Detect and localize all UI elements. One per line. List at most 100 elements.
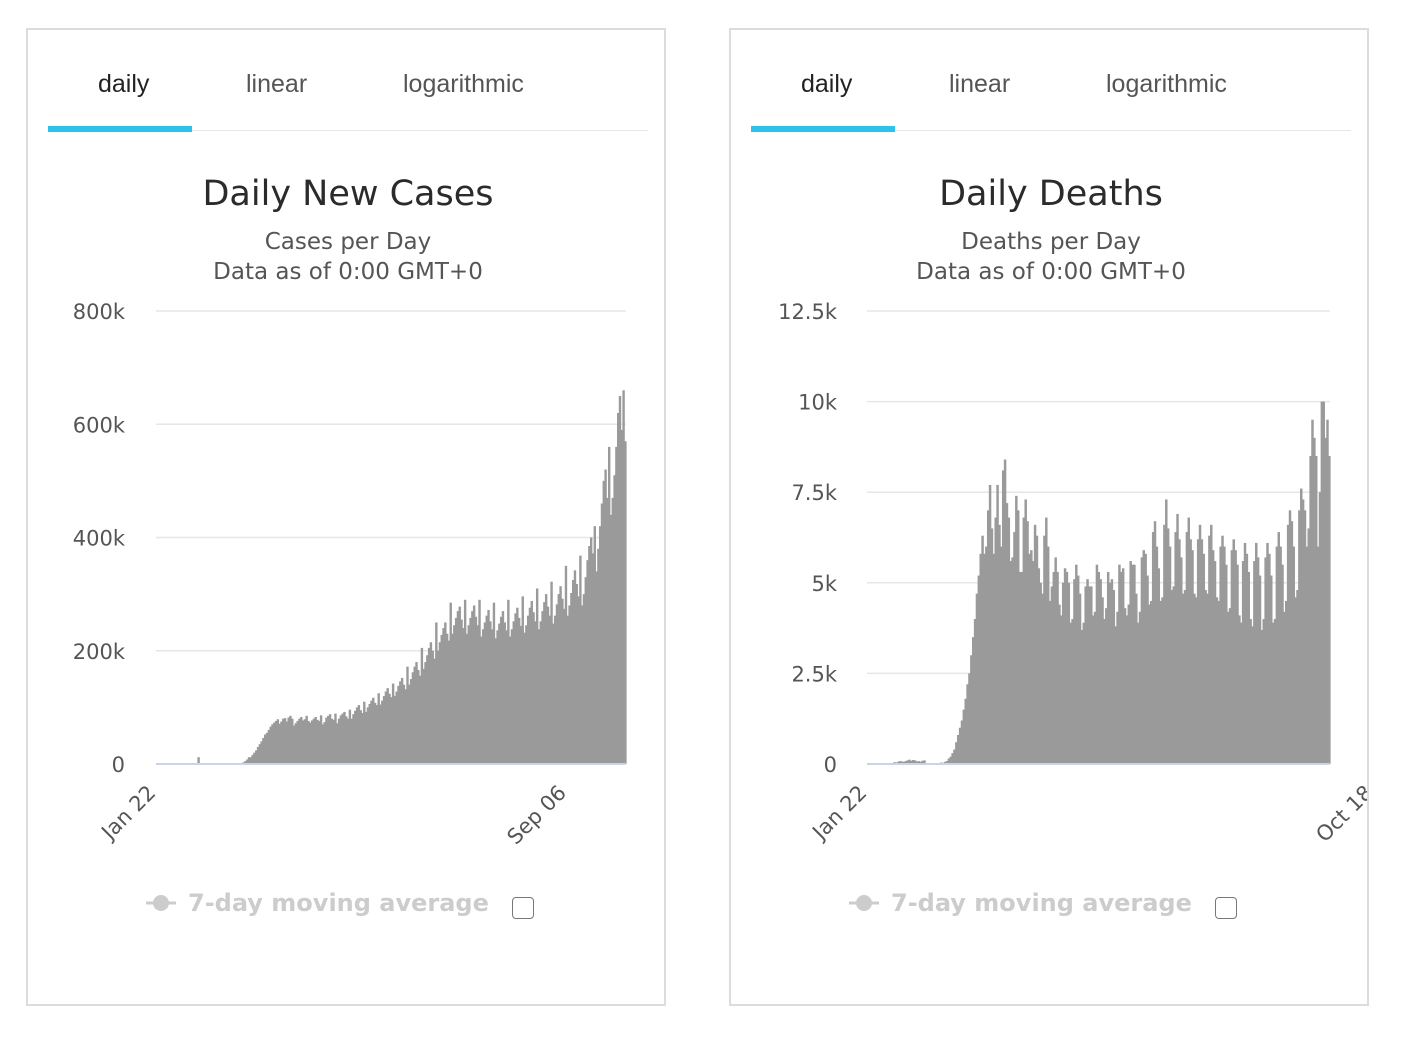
y-tick-label: 0: [112, 753, 125, 777]
bar: [580, 605, 584, 764]
bar: [1067, 582, 1071, 764]
bar: [375, 705, 379, 764]
bar: [564, 565, 568, 764]
bar: [346, 718, 350, 764]
bar: [951, 753, 954, 764]
bar: [595, 571, 598, 764]
bar: [953, 749, 956, 764]
bar: [451, 633, 454, 764]
bar: [598, 526, 602, 764]
bar: [992, 553, 996, 764]
tab-daily[interactable]: daily: [801, 70, 853, 98]
chart-subtitle: Cases per Day: [265, 229, 432, 255]
bar: [447, 640, 451, 764]
bar: [1320, 401, 1324, 764]
bar: [1084, 586, 1087, 764]
bar: [481, 629, 485, 764]
bar: [1181, 593, 1185, 764]
legend-item-moving-average[interactable]: 7-day moving average: [146, 889, 489, 917]
y-tick-label: 800k: [73, 300, 126, 324]
bar: [436, 650, 440, 764]
bar: [1003, 459, 1007, 764]
bar: [1136, 622, 1140, 764]
y-tick-label: 600k: [73, 413, 126, 437]
bar: [1172, 586, 1176, 764]
bar: [1091, 615, 1095, 764]
bar: [1236, 564, 1239, 764]
bar: [1140, 557, 1144, 764]
bar: [318, 720, 321, 764]
bar: [900, 761, 904, 764]
bar: [463, 599, 467, 764]
bar: [287, 717, 290, 764]
bar: [332, 719, 335, 764]
plot-area: 0 200k 400k 600k 800k Jan 22 Sep 06: [73, 300, 627, 849]
bar: [1183, 590, 1187, 764]
bar: [327, 715, 330, 764]
bar: [915, 761, 919, 764]
bar: [1127, 604, 1131, 764]
bar: [624, 441, 627, 764]
bar: [1211, 550, 1215, 764]
bar: [384, 691, 388, 764]
bar: [1301, 499, 1305, 764]
tab-logarithmic[interactable]: logarithmic: [403, 70, 524, 98]
legend-item-moving-average[interactable]: 7-day moving average: [849, 889, 1192, 917]
bar: [458, 606, 461, 764]
bar: [896, 761, 900, 764]
bar: [1046, 546, 1050, 764]
bar: [917, 761, 921, 764]
bar: [480, 636, 483, 764]
bar: [294, 723, 298, 764]
bar: [516, 607, 519, 764]
bar: [382, 696, 386, 764]
tab-daily[interactable]: daily: [98, 70, 150, 98]
moving-average-checkbox[interactable]: [512, 897, 534, 919]
bar: [1039, 582, 1042, 764]
tab-linear[interactable]: linear: [246, 70, 308, 98]
bar: [526, 615, 530, 764]
bar: [1101, 597, 1104, 764]
bar: [1052, 571, 1056, 764]
bar: [1185, 532, 1189, 764]
tab-linear[interactable]: linear: [949, 70, 1011, 98]
bar: [1303, 510, 1307, 764]
bar: [1000, 546, 1003, 764]
bar: [435, 622, 438, 764]
bar: [1069, 622, 1072, 764]
bar: [1035, 535, 1039, 764]
bar: [422, 668, 425, 764]
bar: [534, 621, 537, 764]
bar: [1262, 619, 1265, 764]
bar: [532, 612, 535, 764]
bar: [1056, 571, 1059, 764]
bar: [970, 655, 973, 764]
bar: [264, 734, 267, 764]
bar: [1086, 579, 1089, 764]
bar: [1316, 546, 1320, 764]
tab-logarithmic[interactable]: logarithmic: [1106, 70, 1227, 98]
bar: [919, 761, 922, 764]
bar: [593, 526, 596, 764]
legend-marker-icon: [856, 895, 872, 911]
bar: [267, 730, 271, 764]
bar: [285, 721, 289, 764]
bar: [350, 718, 353, 764]
bar: [1016, 510, 1020, 764]
bar: [494, 638, 497, 764]
bar: [962, 709, 966, 764]
bar: [1305, 546, 1309, 764]
bar: [1108, 582, 1112, 764]
bar: [1298, 510, 1301, 764]
x-tick-label: Oct 18: [1311, 781, 1367, 847]
x-tick-label: Jan 22: [807, 781, 872, 846]
bar: [949, 756, 952, 764]
bar: [1112, 590, 1116, 764]
bar: [418, 675, 422, 764]
moving-average-checkbox[interactable]: [1215, 897, 1237, 919]
bar: [1011, 557, 1014, 764]
bar: [947, 758, 951, 764]
bar: [363, 701, 366, 764]
bar: [573, 570, 577, 764]
bar: [1196, 539, 1200, 764]
